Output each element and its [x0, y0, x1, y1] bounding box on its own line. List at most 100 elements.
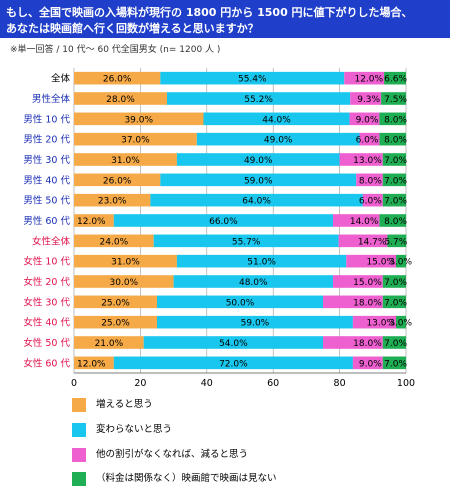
bar-segment-s1-c6	[150, 193, 363, 207]
bar-segment-s3-c6	[382, 193, 406, 207]
data-label-s3-c6: 7.0%	[384, 197, 407, 207]
bar-segment-s0-c5	[74, 173, 161, 187]
legend-swatch-2	[72, 448, 86, 462]
bar-segment-s2-c13	[323, 336, 383, 349]
data-label-s1-c2: 44.0%	[262, 115, 291, 125]
data-label-s1-c5: 59.0%	[244, 176, 273, 186]
category-label-10: 女性 20 代	[23, 276, 70, 288]
bar-segment-s0-c1	[74, 92, 167, 105]
bar-segment-s1-c9	[176, 254, 347, 268]
data-label-s1-c8: 55.7%	[232, 237, 261, 247]
data-label-s3-c14: 7.0%	[384, 359, 407, 369]
data-label-s2-c10: 15.0%	[353, 278, 382, 288]
chart-title-line-2: あなたは映画館へ行く回数が増えると思いますか？	[6, 22, 259, 35]
data-label-s1-c7: 66.0%	[209, 217, 238, 227]
data-label-s3-c9: 3.0%	[389, 258, 412, 268]
data-label-s1-c9: 51.0%	[247, 258, 276, 268]
stacked-bar-chart: 全体 26.0% 55.4% 12.0% 6.6%男性全体 28.0% 55.2% 9.3% 7…	[23, 68, 415, 389]
bar-segment-s3-c8	[387, 234, 407, 248]
bar-segment-s0-c9	[74, 254, 177, 268]
bar-segment-s0-c8	[74, 234, 154, 248]
bar-segment-s2-c4	[339, 153, 383, 166]
data-label-s2-c13: 18.0%	[353, 339, 382, 349]
bar-segment-s1-c14	[113, 356, 353, 370]
category-label-7: 男性 60 代	[23, 215, 70, 227]
bar-segment-s3-c0	[384, 71, 406, 85]
bar-segment-s2-c8	[338, 234, 388, 248]
data-label-s2-c11: 18.0%	[353, 298, 382, 308]
category-label-5: 男性 40 代	[23, 174, 70, 186]
data-label-s2-c4: 13.0%	[353, 156, 382, 166]
legend-swatch-3	[72, 472, 86, 486]
category-label-0: 全体	[51, 73, 71, 85]
category-label-2: 男性 10 代	[23, 113, 70, 125]
bar-segment-s1-c10	[173, 275, 333, 288]
legend-item-1: 変わらないと思う	[72, 423, 432, 437]
category-label-9: 女性 10 代	[23, 256, 70, 268]
bar-segment-s2-c9	[346, 254, 397, 268]
data-label-s0-c1: 28.0%	[106, 95, 135, 105]
bar-segment-s3-c4	[382, 153, 406, 166]
bar-segment-s2-c3	[359, 132, 380, 146]
category-label-4: 男性 30 代	[23, 154, 70, 166]
bar-segment-s0-c11	[74, 295, 157, 309]
bar-segment-s3-c5	[382, 173, 406, 187]
legend-swatch-0	[72, 398, 86, 412]
bar-segment-s3-c3	[379, 132, 406, 146]
category-label-13: 女性 50 代	[23, 337, 70, 349]
legend-label-1: 変わらないと思う	[96, 424, 173, 435]
bar-segment-s1-c12	[157, 315, 353, 329]
bar-segment-s2-c1	[350, 92, 382, 105]
category-label-6: 男性 50 代	[23, 195, 70, 207]
data-label-s0-c6: 23.0%	[98, 197, 127, 207]
data-label-s0-c2: 39.0%	[124, 115, 153, 125]
bar-segment-s2-c14	[352, 356, 383, 370]
data-label-s2-c6: 6.0%	[359, 197, 382, 207]
bar-segment-s3-c2	[379, 112, 406, 126]
bar-segment-s1-c7	[113, 214, 333, 227]
data-label-s1-c12: 59.0%	[241, 319, 270, 329]
bar-segment-s0-c3	[74, 132, 197, 146]
data-label-s2-c12: 13.0%	[366, 319, 395, 329]
data-label-s2-c1: 9.3%	[357, 95, 380, 105]
data-label-s0-c14: 12.0%	[77, 359, 106, 369]
category-label-1: 男性全体	[32, 93, 71, 105]
bar-segment-s3-c7	[379, 214, 406, 227]
data-label-s3-c5: 7.0%	[384, 176, 407, 186]
x-tick-label-5: 100	[397, 378, 415, 389]
bar-segment-s2-c6	[362, 193, 383, 207]
data-label-s3-c7: 8.0%	[384, 217, 407, 227]
survey-note: ※単一回答 / 10 代～ 60 代全国男女 (n= 1200 人 )	[10, 45, 221, 55]
data-label-s2-c0: 12.0%	[354, 75, 383, 85]
data-label-s1-c10: 48.0%	[239, 278, 268, 288]
bar-segment-s1-c2	[203, 112, 350, 126]
bar-segment-s2-c11	[323, 295, 383, 309]
data-label-s3-c12: 3.0%	[389, 319, 412, 329]
bar-segment-s1-c1	[166, 92, 351, 105]
bar-segment-s2-c5	[356, 173, 383, 187]
x-tick-label-0: 0	[71, 378, 77, 389]
data-label-s3-c3: 8.0%	[384, 136, 407, 146]
legend-label-3: （料金は関係なく）映画館で映画は見ない	[96, 473, 277, 484]
data-label-s2-c5: 8.0%	[359, 176, 382, 186]
data-label-s2-c9: 15.0%	[366, 258, 395, 268]
bar-segment-s2-c0	[344, 71, 385, 85]
bar-segment-s3-c11	[382, 295, 406, 309]
data-label-s3-c10: 7.0%	[384, 278, 407, 288]
data-label-s0-c4: 31.0%	[111, 156, 140, 166]
bar-segment-s3-c1	[381, 92, 406, 105]
bar-segment-s1-c5	[160, 173, 357, 187]
data-label-s1-c11: 50.0%	[226, 298, 255, 308]
data-label-s1-c1: 55.2%	[244, 95, 273, 105]
data-label-s0-c7: 12.0%	[77, 217, 106, 227]
legend-item-0: 増えると思う	[72, 398, 432, 412]
legend-label-0: 増えると思う	[96, 399, 153, 410]
data-label-s2-c8: 14.7%	[358, 237, 387, 247]
data-label-s0-c11: 25.0%	[101, 298, 130, 308]
legend-item-3: （料金は関係なく）映画館で映画は見ない	[72, 472, 432, 486]
bar-segment-s1-c4	[176, 153, 340, 166]
bar-segment-s1-c0	[160, 71, 345, 85]
data-label-s2-c7: 14.0%	[350, 217, 379, 227]
legend-swatch-1	[72, 423, 86, 437]
bar-segment-s1-c13	[143, 336, 323, 349]
